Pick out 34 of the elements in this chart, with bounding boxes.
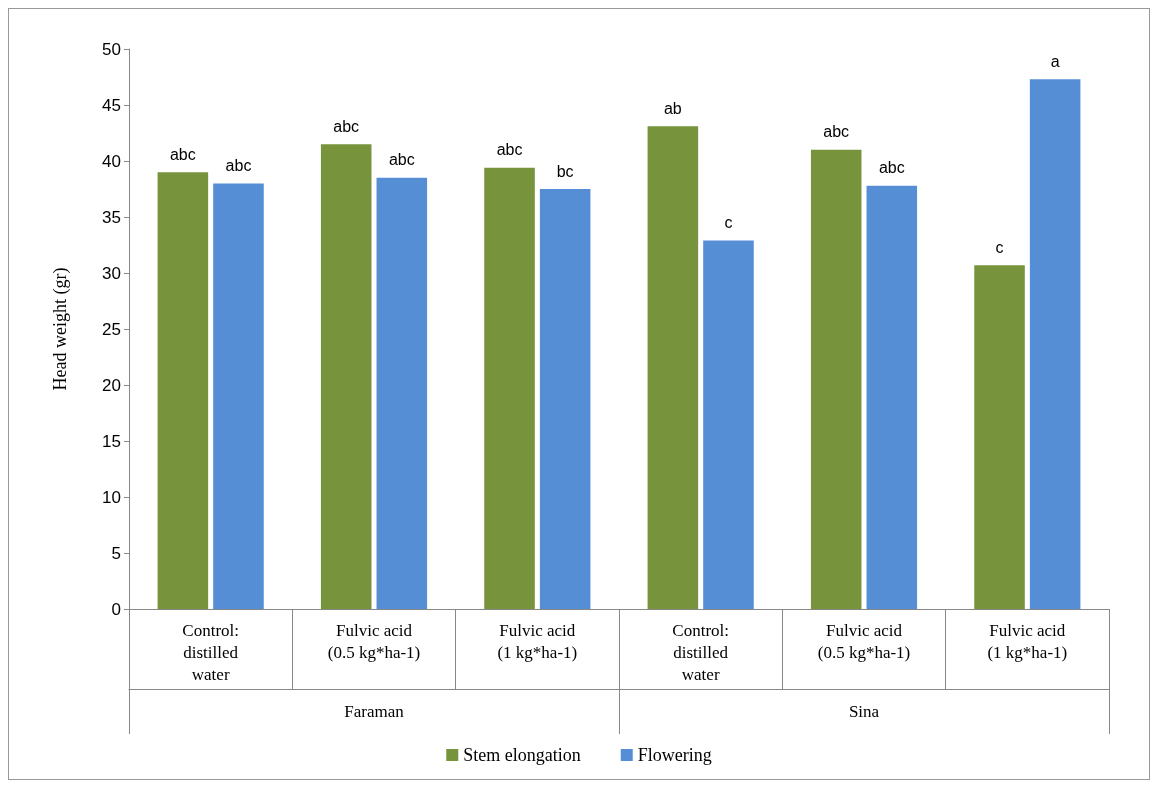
y-tick-label: 45 [102, 95, 121, 115]
data-label: c [724, 214, 733, 232]
x-tick-label: Control: distilled water [182, 620, 239, 684]
data-label: abc [496, 141, 523, 159]
x-tick-label: Fulvic acid (1 kg*ha-1) [987, 620, 1068, 662]
y-tick-label: 5 [111, 543, 121, 563]
x-tick-label: Control: distilled water [672, 620, 729, 684]
y-tick-label: 30 [102, 263, 121, 283]
data-label: c [995, 238, 1004, 256]
data-label: ab [663, 99, 682, 117]
y-tick-label: 15 [102, 431, 121, 451]
data-label: bc [556, 162, 574, 180]
y-tick-label: 50 [102, 39, 121, 59]
data-label: a [1050, 52, 1060, 70]
x-tick-label: Fulvic acid (0.5 kg*ha-1) [327, 620, 421, 662]
y-tick-label: 40 [102, 151, 121, 171]
y-tick-label: 0 [111, 599, 121, 619]
data-label: abc [823, 123, 850, 141]
text: Sina [848, 702, 880, 721]
data-label: abc [878, 159, 905, 177]
y-tick-label: 20 [102, 375, 121, 395]
data-label: abc [388, 151, 415, 169]
x-tick-label: Fulvic acid (0.5 kg*ha-1) [817, 620, 911, 662]
data-label: abc [225, 156, 252, 174]
text: Faraman [344, 702, 405, 721]
y-tick-label: 25 [102, 319, 121, 339]
data-label: abc [333, 117, 360, 135]
legend-label: Stem elongation [463, 745, 581, 765]
y-tick-label: 35 [102, 207, 121, 227]
y-tick-label: 10 [102, 487, 121, 507]
y-axis-title: Head weight (gr) [50, 267, 71, 391]
legend-label: Flowering [637, 745, 712, 765]
data-label: abc [169, 145, 196, 163]
x-tick-label: Fulvic acid (1 kg*ha-1) [497, 620, 578, 662]
